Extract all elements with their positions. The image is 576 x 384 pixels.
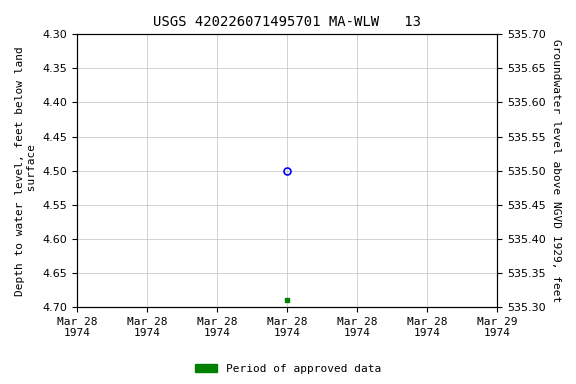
Legend: Period of approved data: Period of approved data bbox=[191, 359, 385, 379]
Y-axis label: Groundwater level above NGVD 1929, feet: Groundwater level above NGVD 1929, feet bbox=[551, 39, 561, 302]
Y-axis label: Depth to water level, feet below land
 surface: Depth to water level, feet below land su… bbox=[15, 46, 37, 296]
Title: USGS 420226071495701 MA-WLW   13: USGS 420226071495701 MA-WLW 13 bbox=[153, 15, 421, 29]
